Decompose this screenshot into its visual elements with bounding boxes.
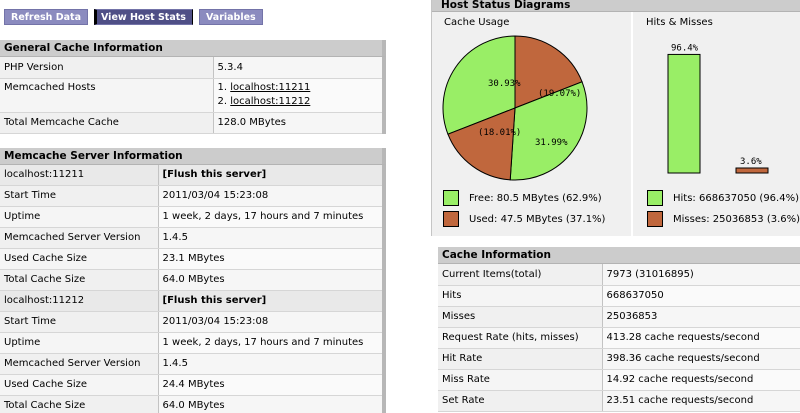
server-host: localhost:11212 bbox=[0, 290, 159, 312]
current-items-value: 7973 (31016895) bbox=[602, 264, 800, 286]
hits-misses-column: Hits & Misses 96.4% 3.6% Hits: 668637050… bbox=[633, 12, 800, 236]
cache-information-panel: Cache Information Current Items(total) 79… bbox=[438, 247, 800, 412]
misses-percent-label: 3.6% bbox=[740, 157, 762, 167]
pie-label: 30.93% bbox=[488, 79, 521, 89]
legend-misses: Misses: 25036853 (3.6%) bbox=[647, 211, 800, 227]
hits-value: 668637050 bbox=[602, 285, 800, 307]
legend-used: Used: 47.5 MBytes (37.1%) bbox=[443, 211, 605, 227]
memcached-hosts-list: 1. localhost:11211 2. localhost:11212 bbox=[213, 78, 384, 113]
legend-used-text: Used: 47.5 MBytes (37.1%) bbox=[469, 213, 606, 225]
server-version-label: Memcached Server Version bbox=[0, 353, 159, 375]
panel-title: General Cache Information bbox=[0, 40, 386, 57]
start-time-value: 2011/03/04 15:23:08 bbox=[158, 311, 384, 333]
host-link-11212[interactable]: localhost:11212 bbox=[230, 95, 311, 107]
used-cache-label: Used Cache Size bbox=[0, 248, 159, 270]
start-time-value: 2011/03/04 15:23:08 bbox=[158, 185, 384, 207]
memcached-hosts-label: Memcached Hosts bbox=[0, 78, 214, 113]
server-version-value: 1.4.5 bbox=[158, 227, 384, 249]
host-index: 2. bbox=[217, 95, 228, 107]
misses-label: Misses bbox=[438, 306, 603, 328]
panel-title: Cache Information bbox=[438, 247, 800, 264]
host-index: 1. bbox=[217, 81, 228, 93]
start-time-label: Start Time bbox=[0, 311, 159, 333]
hits-swatch bbox=[647, 190, 663, 206]
misses-swatch bbox=[647, 211, 663, 227]
server-version-value: 1.4.5 bbox=[158, 353, 384, 375]
pie-slice-free bbox=[442, 35, 516, 135]
legend-free-text: Free: 80.5 MBytes (62.9%) bbox=[469, 192, 602, 204]
legend-free: Free: 80.5 MBytes (62.9%) bbox=[443, 190, 602, 206]
cache-usage-column: Cache Usage 30.93% (19.07%) 31.99% (18.0… bbox=[432, 12, 631, 236]
uptime-label: Uptime bbox=[0, 206, 159, 228]
general-cache-info-panel: General Cache Information PHP Version 5.… bbox=[0, 40, 386, 134]
host-status-diagrams-panel: Host Status Diagrams Cache Usage 30.93% … bbox=[431, 0, 800, 236]
uptime-label: Uptime bbox=[0, 332, 159, 354]
total-cache-size-label: Total Cache Size bbox=[0, 395, 159, 413]
miss-rate-value: 14.92 cache requests/second bbox=[602, 369, 800, 391]
uptime-value: 1 week, 2 days, 17 hours and 7 minutes bbox=[158, 332, 384, 354]
server-version-label: Memcached Server Version bbox=[0, 227, 159, 249]
toolbar: Refresh Data View Host Stats Variables bbox=[4, 9, 263, 25]
free-swatch bbox=[443, 190, 459, 206]
total-cache-size-label: Total Cache Size bbox=[0, 269, 159, 291]
host-link-11211[interactable]: localhost:11211 bbox=[230, 81, 311, 93]
legend-hits: Hits: 668637050 (96.4%) bbox=[647, 190, 799, 206]
total-cache-size-value: 64.0 MBytes bbox=[158, 269, 384, 291]
server-host: localhost:11211 bbox=[0, 165, 159, 186]
pie-label: 31.99% bbox=[535, 138, 568, 148]
set-rate-label: Set Rate bbox=[438, 390, 603, 412]
flush-server-link[interactable]: [Flush this server] bbox=[158, 165, 384, 186]
hits-misses-bar-chart: 96.4% 3.6% bbox=[667, 43, 769, 174]
used-swatch bbox=[443, 211, 459, 227]
request-rate-label: Request Rate (hits, misses) bbox=[438, 327, 603, 349]
total-cache-size-value: 64.0 MBytes bbox=[158, 395, 384, 413]
php-version-value: 5.3.4 bbox=[213, 57, 384, 79]
current-items-label: Current Items(total) bbox=[438, 264, 603, 286]
misses-value: 25036853 bbox=[602, 306, 800, 328]
panel-title: Host Status Diagrams bbox=[432, 0, 800, 12]
start-time-label: Start Time bbox=[0, 185, 159, 207]
request-rate-value: 413.28 cache requests/second bbox=[602, 327, 800, 349]
hits-misses-title: Hits & Misses bbox=[646, 17, 713, 28]
cache-usage-pie-chart: 30.93% (19.07%) 31.99% (18.01%) bbox=[442, 35, 588, 181]
miss-rate-label: Miss Rate bbox=[438, 369, 603, 391]
hit-rate-label: Hit Rate bbox=[438, 348, 603, 370]
view-host-stats-button[interactable]: View Host Stats bbox=[94, 9, 193, 25]
variables-button[interactable]: Variables bbox=[198, 9, 263, 25]
total-cache-value: 128.0 MBytes bbox=[213, 112, 384, 134]
uptime-value: 1 week, 2 days, 17 hours and 7 minutes bbox=[158, 206, 384, 228]
pie-slice-used bbox=[514, 35, 583, 109]
hits-bar bbox=[667, 53, 701, 174]
panel-title: Memcache Server Information bbox=[0, 148, 386, 165]
used-cache-value: 23.1 MBytes bbox=[158, 248, 384, 270]
legend-misses-text: Misses: 25036853 (3.6%) bbox=[673, 213, 800, 225]
pie-label: (19.07%) bbox=[538, 89, 581, 99]
refresh-data-button[interactable]: Refresh Data bbox=[4, 9, 88, 25]
hits-label: Hits bbox=[438, 285, 603, 307]
used-cache-value: 24.4 MBytes bbox=[158, 374, 384, 396]
flush-server-link[interactable]: [Flush this server] bbox=[158, 290, 384, 312]
pie-slice-used bbox=[447, 107, 516, 181]
server-info-panel: Memcache Server Information localhost:11… bbox=[0, 148, 386, 413]
hit-rate-value: 398.36 cache requests/second bbox=[602, 348, 800, 370]
cache-usage-title: Cache Usage bbox=[444, 17, 510, 28]
column-divider bbox=[631, 12, 633, 236]
php-version-label: PHP Version bbox=[0, 57, 214, 79]
pie-slice-free bbox=[509, 81, 588, 181]
hits-percent-label: 96.4% bbox=[671, 43, 699, 53]
misses-bar bbox=[735, 167, 769, 174]
set-rate-value: 23.51 cache requests/second bbox=[602, 390, 800, 412]
total-cache-label: Total Memcache Cache bbox=[0, 112, 214, 134]
pie-label: (18.01%) bbox=[478, 128, 521, 138]
used-cache-label: Used Cache Size bbox=[0, 374, 159, 396]
legend-hits-text: Hits: 668637050 (96.4%) bbox=[673, 192, 799, 204]
